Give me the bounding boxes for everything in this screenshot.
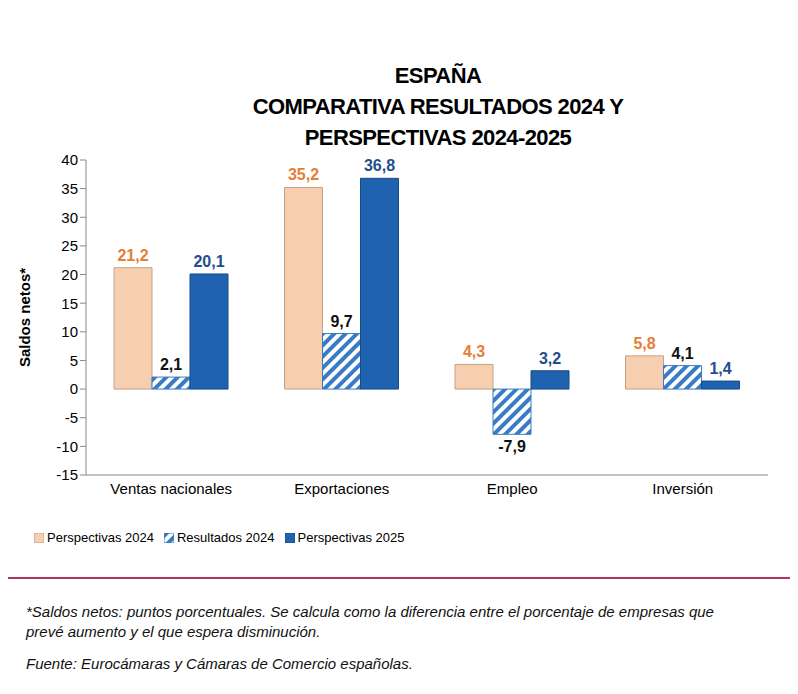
html-text:Fuente: Eurocámaras y Cámaras: Fuente: Eurocámaras y Cámaras de Comerci… <box>26 655 413 672</box>
html-text:*Saldos netos: puntos porcentu: *Saldos netos: puntos porcentuales. Se c… <box>26 603 714 640</box>
svg-text:-5: -5 <box>65 409 78 426</box>
svg-text:Ventas nacionales: Ventas nacionales <box>110 480 232 497</box>
svg-text:Exportaciones: Exportaciones <box>294 480 389 497</box>
svg-text:2,1: 2,1 <box>160 356 182 373</box>
svg-text:21,2: 21,2 <box>117 247 148 264</box>
svg-text:4,1: 4,1 <box>671 345 693 362</box>
svg-text:20: 20 <box>61 266 78 283</box>
html-text:Perspectivas 2024: Perspectivas 2024 <box>47 530 154 545</box>
svg-text:30: 30 <box>61 209 78 226</box>
svg-text:40: 40 <box>61 151 78 168</box>
svg-text:Empleo: Empleo <box>487 480 538 497</box>
svg-text:4,3: 4,3 <box>463 343 485 360</box>
svg-text:25: 25 <box>61 237 78 254</box>
svg-text:9,7: 9,7 <box>330 313 352 330</box>
svg-text:-15: -15 <box>56 466 78 483</box>
svg-text:0: 0 <box>70 380 78 397</box>
svg-text:3,2: 3,2 <box>539 350 561 367</box>
svg-text:-7,9: -7,9 <box>498 438 526 455</box>
svg-text:1,4: 1,4 <box>709 360 731 377</box>
svg-text:35,2: 35,2 <box>288 166 319 183</box>
svg-text:20,1: 20,1 <box>193 253 224 270</box>
svg-text:35: 35 <box>61 180 78 197</box>
svg-text:5: 5 <box>70 352 78 369</box>
svg-text:Saldos netos*: Saldos netos* <box>16 268 33 367</box>
html-text:ESPAÑA: ESPAÑA <box>394 63 482 88</box>
svg-text:15: 15 <box>61 295 78 312</box>
html-text:PERSPECTIVAS 2024-2025: PERSPECTIVAS 2024-2025 <box>304 125 572 150</box>
html-text:Perspectivas 2025: Perspectivas 2025 <box>297 530 405 545</box>
svg-text:10: 10 <box>61 323 78 340</box>
svg-text:36,8: 36,8 <box>364 157 395 174</box>
html-text:COMPARATIVA RESULTADOS 2024 Y: COMPARATIVA RESULTADOS 2024 Y <box>252 94 624 119</box>
svg-text:-10: -10 <box>56 438 78 455</box>
svg-text:5,8: 5,8 <box>633 335 655 352</box>
svg-text:Inversión: Inversión <box>652 480 713 497</box>
html-text:Resultados 2024: Resultados 2024 <box>177 530 275 545</box>
